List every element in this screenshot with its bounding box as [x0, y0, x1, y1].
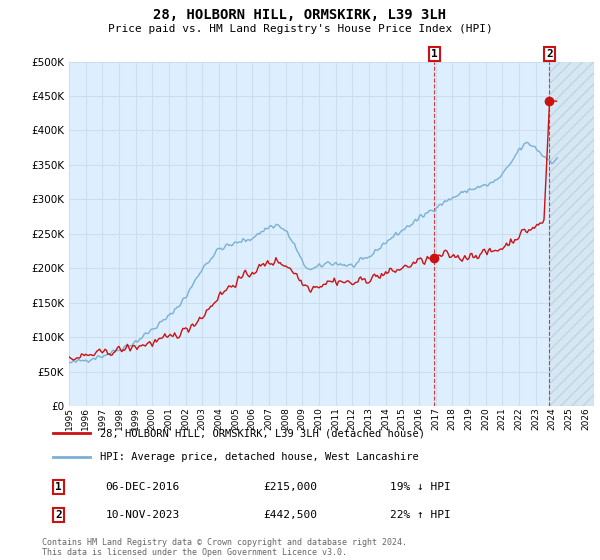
Text: 28, HOLBORN HILL, ORMSKIRK, L39 3LH: 28, HOLBORN HILL, ORMSKIRK, L39 3LH — [154, 8, 446, 22]
Text: 2: 2 — [55, 510, 62, 520]
Text: 28, HOLBORN HILL, ORMSKIRK, L39 3LH (detached house): 28, HOLBORN HILL, ORMSKIRK, L39 3LH (det… — [100, 428, 425, 438]
Bar — [550, 62, 594, 406]
Text: £442,500: £442,500 — [264, 510, 318, 520]
Text: 06-DEC-2016: 06-DEC-2016 — [106, 482, 179, 492]
Text: HPI: Average price, detached house, West Lancashire: HPI: Average price, detached house, West… — [100, 452, 419, 462]
Text: 1: 1 — [55, 482, 62, 492]
Text: 22% ↑ HPI: 22% ↑ HPI — [391, 510, 451, 520]
Text: 2: 2 — [546, 49, 553, 59]
Text: 19% ↓ HPI: 19% ↓ HPI — [391, 482, 451, 492]
Text: Price paid vs. HM Land Registry's House Price Index (HPI): Price paid vs. HM Land Registry's House … — [107, 24, 493, 34]
Text: Contains HM Land Registry data © Crown copyright and database right 2024.
This d: Contains HM Land Registry data © Crown c… — [42, 538, 407, 557]
Text: 1: 1 — [431, 49, 438, 59]
Text: 10-NOV-2023: 10-NOV-2023 — [106, 510, 179, 520]
Text: £215,000: £215,000 — [264, 482, 318, 492]
Bar — [550, 62, 594, 406]
